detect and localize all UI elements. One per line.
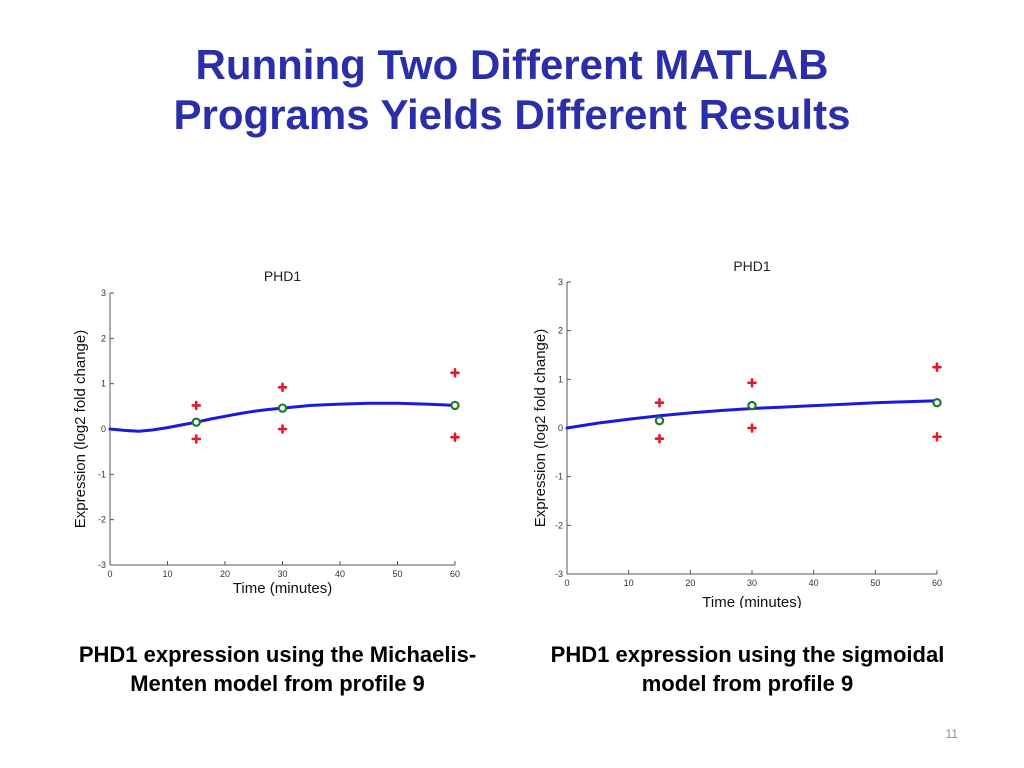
chart-sigmoidal: 3 2 1 0 -1 -2 -3 0 10 20 30 40 50 60 PHD1 Time (minutes… bbox=[520, 250, 960, 608]
chart0-y-tick-label: -1 bbox=[98, 469, 106, 479]
chart1-x-tick-label: 60 bbox=[932, 578, 942, 588]
chart0-x-tick-label: 30 bbox=[277, 569, 287, 579]
chart0-x-tick-label: 10 bbox=[162, 569, 172, 579]
chart1-replicate-point bbox=[932, 362, 942, 372]
slide-title-line2: Programs Yields Different Results bbox=[173, 91, 851, 138]
chart1-y-tick-label: 0 bbox=[558, 423, 563, 433]
chart1-y-tick-label: -1 bbox=[555, 472, 563, 482]
chart0-title: PHD1 bbox=[264, 268, 302, 284]
chart1-x-tick-label: 20 bbox=[685, 578, 695, 588]
chart0-replicate-point bbox=[191, 400, 202, 411]
chart0-y-tick-label: 0 bbox=[101, 424, 106, 434]
chart0-y-tick-label: -2 bbox=[98, 515, 106, 525]
chart1-x-tick-label: 10 bbox=[624, 578, 634, 588]
chart1-mean-point bbox=[747, 400, 757, 411]
chart0-x-tick-label: 40 bbox=[335, 569, 345, 579]
chart1-y-tick-label: -2 bbox=[555, 520, 563, 530]
chart0-replicate-point bbox=[450, 432, 460, 442]
chart0-replicate-point bbox=[277, 382, 288, 393]
chart1-replicate-point bbox=[747, 377, 757, 388]
caption-left: PHD1 expression using the Michaelis-Ment… bbox=[78, 642, 477, 696]
slide-number: 11 bbox=[945, 727, 958, 741]
chart-michaelis-menten: 3 2 1 0 -1 -2 -3 0 10 20 30 40 50 60 PHD1 Time (minutes… bbox=[60, 255, 480, 610]
chart0-replicate-point bbox=[191, 434, 202, 444]
chart1-replicate-point bbox=[747, 423, 757, 433]
chart0-y-tick-label: 1 bbox=[101, 379, 106, 389]
chart0-y-tick-label: 2 bbox=[101, 333, 106, 343]
chart1-title: PHD1 bbox=[733, 258, 771, 274]
chart1-y-tick-label: 1 bbox=[558, 374, 563, 384]
chart0-x-tick-label: 0 bbox=[107, 569, 112, 579]
chart0-y-tick-label: -3 bbox=[98, 560, 106, 570]
chart1-y-tick-label: 3 bbox=[558, 277, 563, 287]
chart1-x-tick-label: 0 bbox=[564, 578, 569, 588]
chart0-y-tick-label: 3 bbox=[101, 288, 106, 298]
chart1-x-axis-label: Time (minutes) bbox=[702, 594, 801, 608]
chart1-x-tick-label: 40 bbox=[809, 578, 819, 588]
slide-title: Running Two Different MATLAB Programs Yi… bbox=[0, 40, 1024, 140]
chart1-replicate-point bbox=[932, 431, 942, 442]
chart1-x-tick-label: 50 bbox=[870, 578, 880, 588]
chart1-y-axis-label: Expression (log2 fold change) bbox=[532, 329, 549, 527]
chart0-x-tick-label: 60 bbox=[450, 569, 460, 579]
chart0-x-axis-label: Time (minutes) bbox=[233, 580, 332, 597]
chart0-x-tick-label: 50 bbox=[392, 569, 402, 579]
chart0-x-tick-label: 20 bbox=[220, 569, 230, 579]
chart0-replicate-point bbox=[277, 424, 288, 434]
caption-right: PHD1 expression using the sigmoidal mode… bbox=[550, 642, 945, 696]
chart1-replicate-point bbox=[654, 433, 665, 444]
chart1-mean-point bbox=[654, 415, 665, 426]
chart0-replicate-point bbox=[450, 367, 460, 378]
chart0-y-axis-label: Expression (log2 fold change) bbox=[72, 330, 89, 528]
chart1-mean-point bbox=[932, 397, 942, 408]
chart0-mean-point bbox=[450, 400, 460, 411]
chart1-y-tick-label: -3 bbox=[555, 569, 563, 579]
chart1-x-tick-label: 30 bbox=[747, 578, 757, 588]
chart0-mean-point bbox=[191, 417, 201, 427]
slide-title-line1: Running Two Different MATLAB bbox=[195, 41, 829, 88]
chart0-mean-point bbox=[277, 403, 288, 413]
chart0-fit-line bbox=[108, 401, 457, 433]
chart1-replicate-point bbox=[654, 397, 665, 408]
chart1-y-tick-label: 2 bbox=[558, 326, 563, 336]
